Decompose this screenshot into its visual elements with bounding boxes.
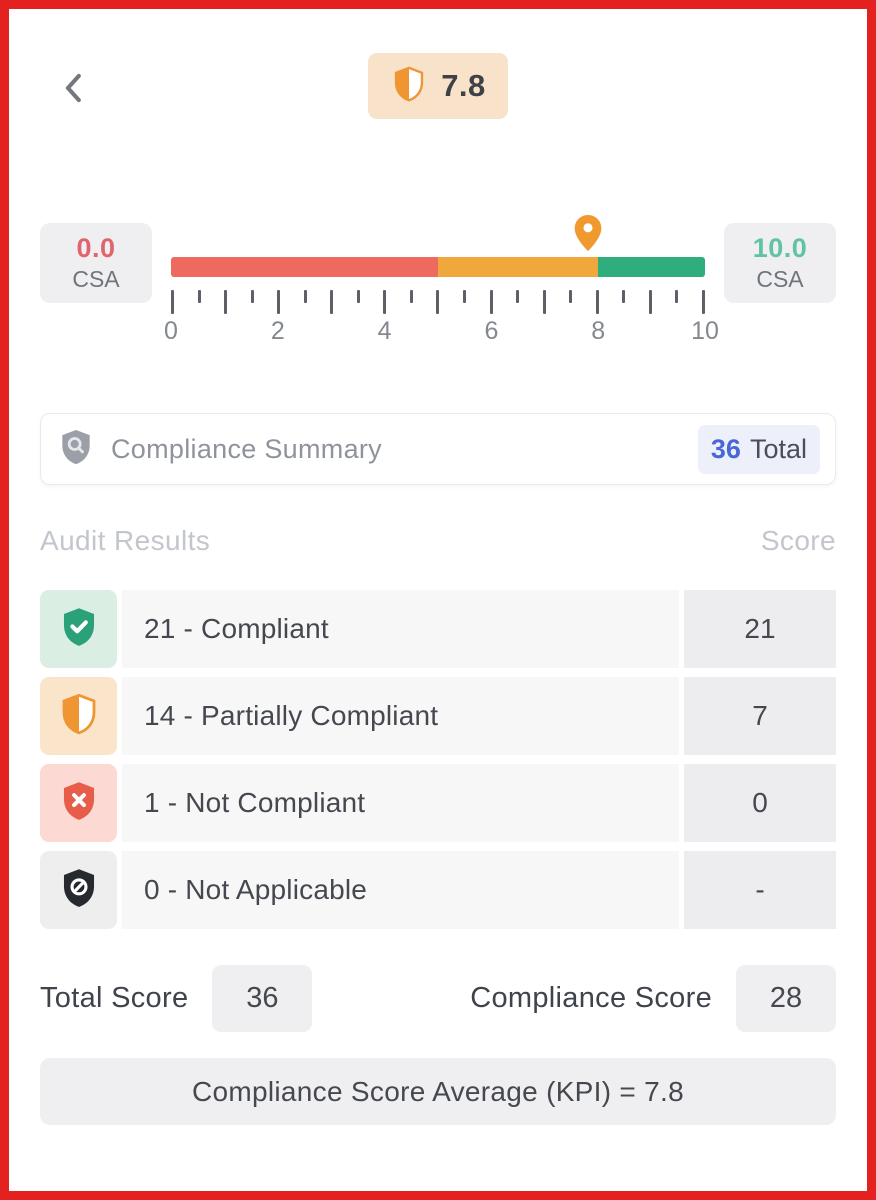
- table-row-partially-compliant[interactable]: 14 - Partially Compliant 7: [40, 677, 836, 755]
- shield-search-icon: [56, 427, 96, 472]
- gauge-max-value: 10.0: [752, 233, 808, 263]
- shield-x-icon: [57, 779, 101, 828]
- row-score: -: [684, 851, 836, 929]
- kpi-average-text: Compliance Score Average (KPI) = 7.8: [192, 1075, 684, 1107]
- gauge-track: [171, 215, 705, 277]
- audit-results-header: Audit Results: [40, 525, 211, 556]
- gauge-marker[interactable]: [572, 213, 604, 253]
- gauge-center: 0 2 4 6 8 10: [152, 211, 724, 349]
- table-row-not-applicable[interactable]: 0 - Not Applicable -: [40, 851, 836, 929]
- not-compliant-icon-box: [40, 764, 117, 842]
- kpi-average-bar: Compliance Score Average (KPI) = 7.8: [40, 1058, 836, 1125]
- header: 7.8: [40, 53, 836, 127]
- map-pin-icon: [572, 215, 604, 257]
- row-score: 21: [684, 590, 836, 668]
- audit-results-list: 21 - Compliant 21 14 - Partially Complia…: [40, 590, 836, 929]
- compliance-score-label: Compliance Score: [470, 982, 712, 1014]
- row-label: 1 - Not Compliant: [122, 764, 679, 842]
- total-score-group: Total Score 36: [40, 965, 313, 1032]
- row-score: 7: [684, 677, 836, 755]
- total-count-badge: 36 Total: [697, 424, 820, 474]
- not-applicable-icon-box: [40, 851, 117, 929]
- row-label: 0 - Not Applicable: [122, 851, 679, 929]
- gauge-bar: [171, 257, 705, 277]
- gauge-axis-labels: 0 2 4 6 8 10: [164, 317, 719, 345]
- shield-half-icon: [57, 692, 101, 741]
- table-row-not-compliant[interactable]: 1 - Not Compliant 0: [40, 764, 836, 842]
- compliance-summary-card[interactable]: Compliance Summary 36 Total: [40, 413, 836, 485]
- table-row-compliant[interactable]: 21 - Compliant 21: [40, 590, 836, 668]
- table-header: Audit Results Score: [40, 525, 836, 557]
- total-count-label: Total: [749, 433, 807, 464]
- compliance-score-value: 28: [736, 965, 836, 1032]
- total-score-value: 36: [212, 965, 313, 1032]
- compliance-summary-page: 7.8 0.0 CSA 0 2 4 6 8 10: [9, 9, 867, 1125]
- partially-compliant-icon-box: [40, 677, 117, 755]
- gauge-max-unit: CSA: [756, 266, 804, 292]
- gauge-max-box: 10.0 CSA: [724, 223, 836, 303]
- gauge-ticks: [171, 290, 705, 314]
- gauge-min-unit: CSA: [72, 266, 120, 292]
- compliance-score-group: Compliance Score 28: [470, 965, 836, 1032]
- compliant-icon-box: [40, 590, 117, 668]
- chevron-left-icon: [59, 71, 89, 108]
- shield-block-icon: [57, 866, 101, 915]
- row-score: 0: [684, 764, 836, 842]
- shield-check-icon: [57, 605, 101, 654]
- csa-gauge: 0.0 CSA 0 2 4 6 8 10 10.0 CSA: [40, 211, 836, 349]
- summary-title: Compliance Summary: [111, 433, 382, 464]
- score-header: Score: [760, 525, 836, 556]
- gauge-min-value: 0.0: [76, 233, 116, 263]
- row-label: 14 - Partially Compliant: [122, 677, 679, 755]
- totals-row: Total Score 36 Compliance Score 28: [40, 965, 836, 1032]
- total-score-label: Total Score: [40, 982, 189, 1014]
- row-label: 21 - Compliant: [122, 590, 679, 668]
- total-count-value: 36: [710, 433, 741, 464]
- shield-half-icon: [390, 65, 428, 108]
- kpi-score-value: 7.8: [441, 68, 486, 103]
- back-button[interactable]: [52, 67, 96, 111]
- gauge-min-box: 0.0 CSA: [40, 223, 152, 303]
- kpi-score-badge: 7.8: [368, 53, 508, 119]
